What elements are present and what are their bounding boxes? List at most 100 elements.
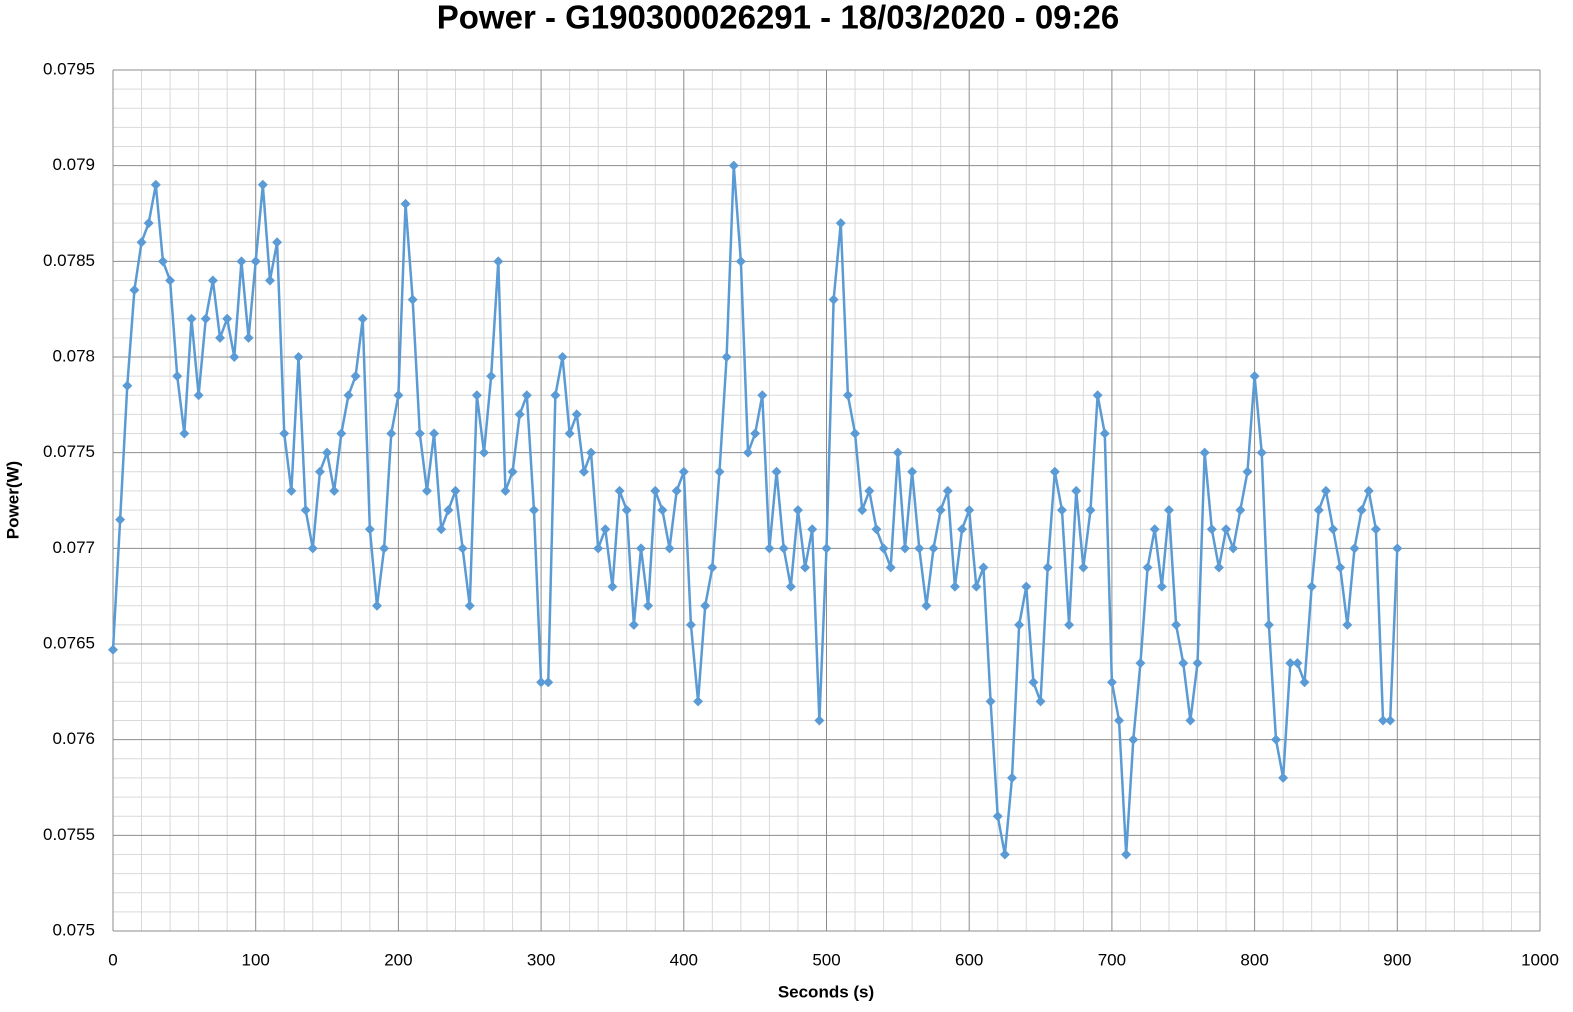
data-point (992, 811, 1003, 822)
data-point (1271, 734, 1282, 745)
data-point (300, 505, 311, 516)
data-point (1263, 619, 1274, 630)
data-point (343, 390, 354, 401)
data-point (671, 485, 682, 496)
data-point (407, 294, 418, 305)
data-point (357, 313, 368, 324)
data-point (307, 543, 318, 554)
data-point (800, 562, 811, 573)
data-point (899, 543, 910, 554)
data-point (1363, 485, 1374, 496)
data-point (643, 600, 654, 611)
data-point (1349, 543, 1360, 554)
data-point (500, 485, 511, 496)
data-point (586, 447, 597, 458)
data-point (493, 256, 504, 267)
data-point (1313, 505, 1324, 516)
data-point (293, 352, 304, 362)
data-point (1256, 447, 1267, 458)
data-point (1385, 715, 1396, 726)
data-point (1206, 524, 1217, 535)
data-point (1378, 715, 1389, 726)
data-point (486, 371, 497, 382)
data-point (1335, 562, 1346, 573)
data-point (1106, 677, 1117, 688)
data-point (743, 447, 754, 458)
data-point (429, 428, 440, 439)
data-point (700, 600, 711, 611)
y-tick-label: 0.079 (52, 155, 95, 174)
data-point (664, 543, 675, 554)
data-point (279, 428, 290, 439)
x-tick-label: 300 (527, 950, 555, 969)
data-point (421, 485, 432, 496)
data-point (471, 390, 482, 401)
data-point (364, 524, 375, 535)
data-point (122, 380, 133, 391)
data-point (115, 514, 126, 525)
data-point (1135, 658, 1146, 669)
data-point (1121, 849, 1132, 860)
data-point (757, 390, 768, 401)
data-point (1213, 562, 1224, 573)
data-point (464, 600, 475, 611)
data-point (907, 466, 918, 477)
data-point (1064, 619, 1075, 630)
data-point (999, 849, 1010, 860)
data-point (379, 543, 390, 554)
y-tick-label: 0.0755 (43, 825, 95, 844)
data-point (414, 428, 425, 439)
data-point (172, 371, 183, 382)
data-point (635, 543, 646, 554)
data-point (771, 466, 782, 477)
data-point (1285, 658, 1296, 669)
data-point (571, 409, 582, 420)
data-point (600, 524, 611, 535)
data-point (1099, 428, 1110, 439)
data-point (714, 466, 725, 477)
data-point (1228, 543, 1239, 554)
data-point (1171, 619, 1182, 630)
data-point (329, 485, 340, 496)
data-point (528, 505, 539, 516)
data-point (1142, 562, 1153, 573)
data-point (250, 256, 261, 267)
data-point (685, 619, 696, 630)
data-point (1178, 658, 1189, 669)
data-point (1235, 505, 1246, 516)
data-point (728, 160, 739, 171)
data-point (1163, 505, 1174, 516)
data-point (400, 198, 411, 209)
data-point (885, 562, 896, 573)
data-point (314, 466, 325, 477)
data-point (236, 256, 247, 267)
data-point (750, 428, 761, 439)
data-point (479, 447, 490, 458)
data-point (200, 313, 211, 324)
data-point (821, 543, 832, 554)
data-point (1085, 505, 1096, 516)
data-point (721, 352, 732, 362)
data-point (272, 237, 283, 248)
y-tick-label: 0.077 (52, 538, 95, 557)
data-point (1156, 581, 1167, 592)
data-point (1071, 485, 1082, 496)
data-point (150, 179, 161, 190)
y-axis-title: Power(W) (3, 461, 22, 539)
data-point (1078, 562, 1089, 573)
data-point (229, 352, 240, 362)
data-point (914, 543, 925, 554)
data-point (807, 524, 818, 535)
data-point (864, 485, 875, 496)
data-point (735, 256, 746, 267)
data-point (978, 562, 989, 573)
data-point (1114, 715, 1125, 726)
y-tick-label: 0.0775 (43, 442, 95, 461)
data-point (207, 275, 218, 286)
x-tick-label: 200 (384, 950, 412, 969)
data-point (1056, 505, 1067, 516)
data-point (336, 428, 347, 439)
y-tick-label: 0.076 (52, 729, 95, 748)
